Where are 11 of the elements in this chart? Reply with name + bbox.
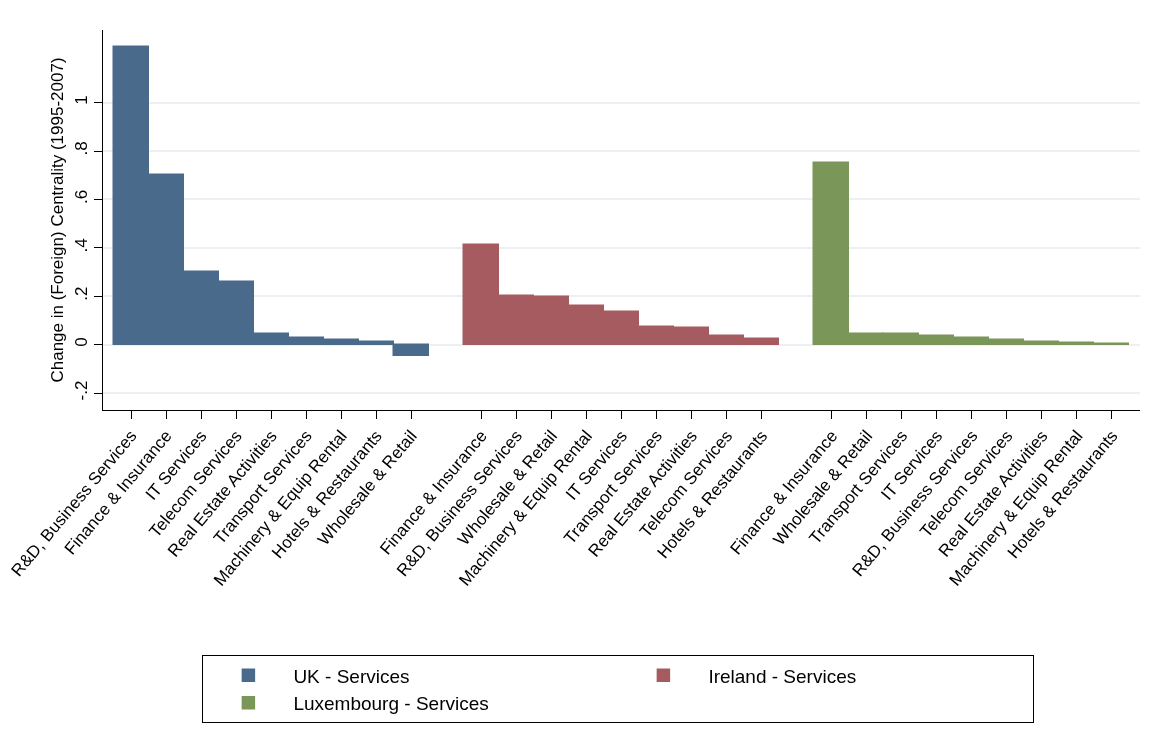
y-tick-label: -.2 [72, 380, 92, 401]
y-tick-label: 1 [72, 95, 92, 105]
y-axis-title: Change in (Foreign) Centrality (1995-2007) [47, 57, 67, 383]
y-tick-label: .8 [72, 141, 92, 156]
legend-label: UK - Services [293, 665, 410, 687]
y-tick-label: .2 [72, 286, 92, 301]
y-tick-label: .6 [72, 189, 92, 204]
y-tick-label: .4 [72, 238, 92, 253]
y-tick-label: 0 [72, 337, 92, 347]
legend-label: Ireland - Services [708, 665, 857, 687]
legend-label: Luxembourg - Services [293, 693, 489, 715]
